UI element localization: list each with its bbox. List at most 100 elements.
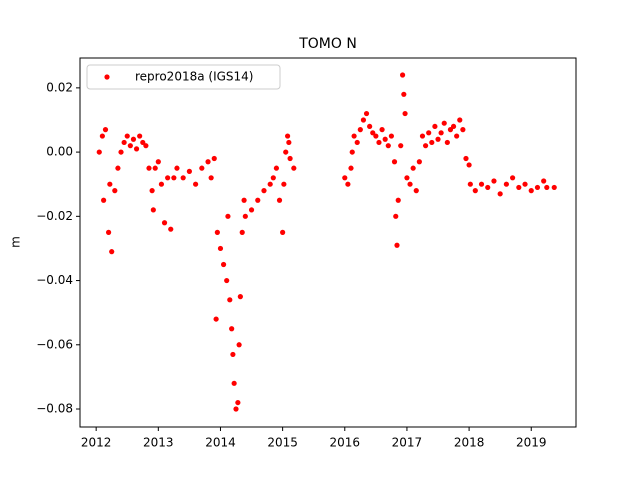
data-point xyxy=(283,149,289,155)
data-point xyxy=(152,165,158,171)
data-point xyxy=(286,139,292,146)
data-point xyxy=(457,117,463,123)
data-point xyxy=(388,133,394,139)
x-tick-label: 2019 xyxy=(516,436,547,450)
x-tick-label: 2014 xyxy=(205,436,236,450)
data-point xyxy=(394,242,400,248)
data-point xyxy=(115,165,121,171)
x-tick-label: 2012 xyxy=(81,436,112,450)
data-point xyxy=(107,181,113,187)
data-point xyxy=(214,229,220,235)
y-tick-label: −0.02 xyxy=(36,209,73,223)
data-point xyxy=(220,261,227,268)
data-point xyxy=(193,181,199,187)
data-point xyxy=(438,130,444,136)
data-point xyxy=(261,188,267,194)
data-point xyxy=(230,351,236,358)
y-tick-label: −0.06 xyxy=(36,337,73,351)
plot-frame xyxy=(79,57,577,428)
x-tick-label: 2016 xyxy=(330,436,361,450)
data-point xyxy=(467,181,473,187)
data-point xyxy=(280,229,286,235)
data-point xyxy=(342,175,348,181)
data-point xyxy=(267,181,273,187)
data-point xyxy=(398,143,404,149)
data-point xyxy=(150,207,156,213)
data-point xyxy=(101,197,107,203)
data-point xyxy=(105,229,112,235)
data-point xyxy=(213,316,219,322)
data-point xyxy=(124,133,130,139)
data-point xyxy=(447,127,454,133)
data-point xyxy=(351,133,357,139)
data-point xyxy=(426,130,432,136)
data-point xyxy=(393,213,399,219)
data-point xyxy=(360,117,367,123)
data-point xyxy=(382,136,388,142)
data-point xyxy=(270,175,276,181)
data-point xyxy=(528,188,534,194)
data-point xyxy=(291,165,297,171)
data-point xyxy=(491,178,497,184)
data-point xyxy=(231,380,237,386)
data-point xyxy=(541,178,547,184)
data-point xyxy=(161,220,168,226)
data-point xyxy=(224,277,230,284)
data-point xyxy=(225,213,231,219)
data-point xyxy=(239,229,245,235)
data-point xyxy=(463,155,469,162)
y-tick-label: 0.02 xyxy=(46,80,73,94)
x-tick-label: 2013 xyxy=(143,436,174,450)
data-point xyxy=(281,181,287,187)
legend-label: repro2018a (IGS14) xyxy=(135,70,253,84)
x-tick-label: 2018 xyxy=(454,436,485,450)
data-point xyxy=(551,184,557,191)
data-point xyxy=(472,188,478,194)
data-point xyxy=(236,342,242,348)
data-point xyxy=(385,143,391,149)
y-axis-label: m xyxy=(9,236,23,248)
data-point xyxy=(395,197,401,203)
data-point xyxy=(410,165,416,171)
data-point xyxy=(99,133,105,139)
data-point xyxy=(158,181,165,187)
data-point xyxy=(402,110,408,117)
data-point xyxy=(450,123,457,130)
data-point xyxy=(180,175,186,181)
data-point xyxy=(401,91,407,97)
data-point xyxy=(205,159,211,165)
data-point xyxy=(112,188,118,194)
data-point xyxy=(419,133,426,139)
data-point xyxy=(284,133,291,139)
data-point xyxy=(485,184,491,191)
data-point xyxy=(432,123,438,130)
data-point xyxy=(516,184,522,191)
data-point xyxy=(96,149,102,155)
data-point xyxy=(370,130,376,136)
data-point xyxy=(348,165,354,171)
data-point xyxy=(168,226,174,232)
data-point xyxy=(503,181,509,187)
data-point xyxy=(287,155,293,162)
x-tick-label: 2015 xyxy=(267,436,298,450)
data-point xyxy=(363,110,370,117)
data-point xyxy=(454,133,460,139)
data-point xyxy=(357,127,363,133)
data-point xyxy=(510,175,516,181)
y-tick-label: −0.04 xyxy=(36,273,73,287)
data-point xyxy=(376,139,382,146)
data-point xyxy=(235,399,241,406)
data-point xyxy=(133,146,140,152)
data-point xyxy=(466,162,472,168)
data-point xyxy=(140,139,146,146)
legend-box xyxy=(86,64,281,90)
data-point xyxy=(208,175,214,181)
data-point xyxy=(130,136,137,142)
data-point xyxy=(109,249,115,255)
data-point xyxy=(229,326,235,332)
data-point xyxy=(165,175,171,181)
x-tick-label: 2017 xyxy=(392,436,423,450)
data-point xyxy=(241,197,247,203)
data-point xyxy=(155,159,161,165)
